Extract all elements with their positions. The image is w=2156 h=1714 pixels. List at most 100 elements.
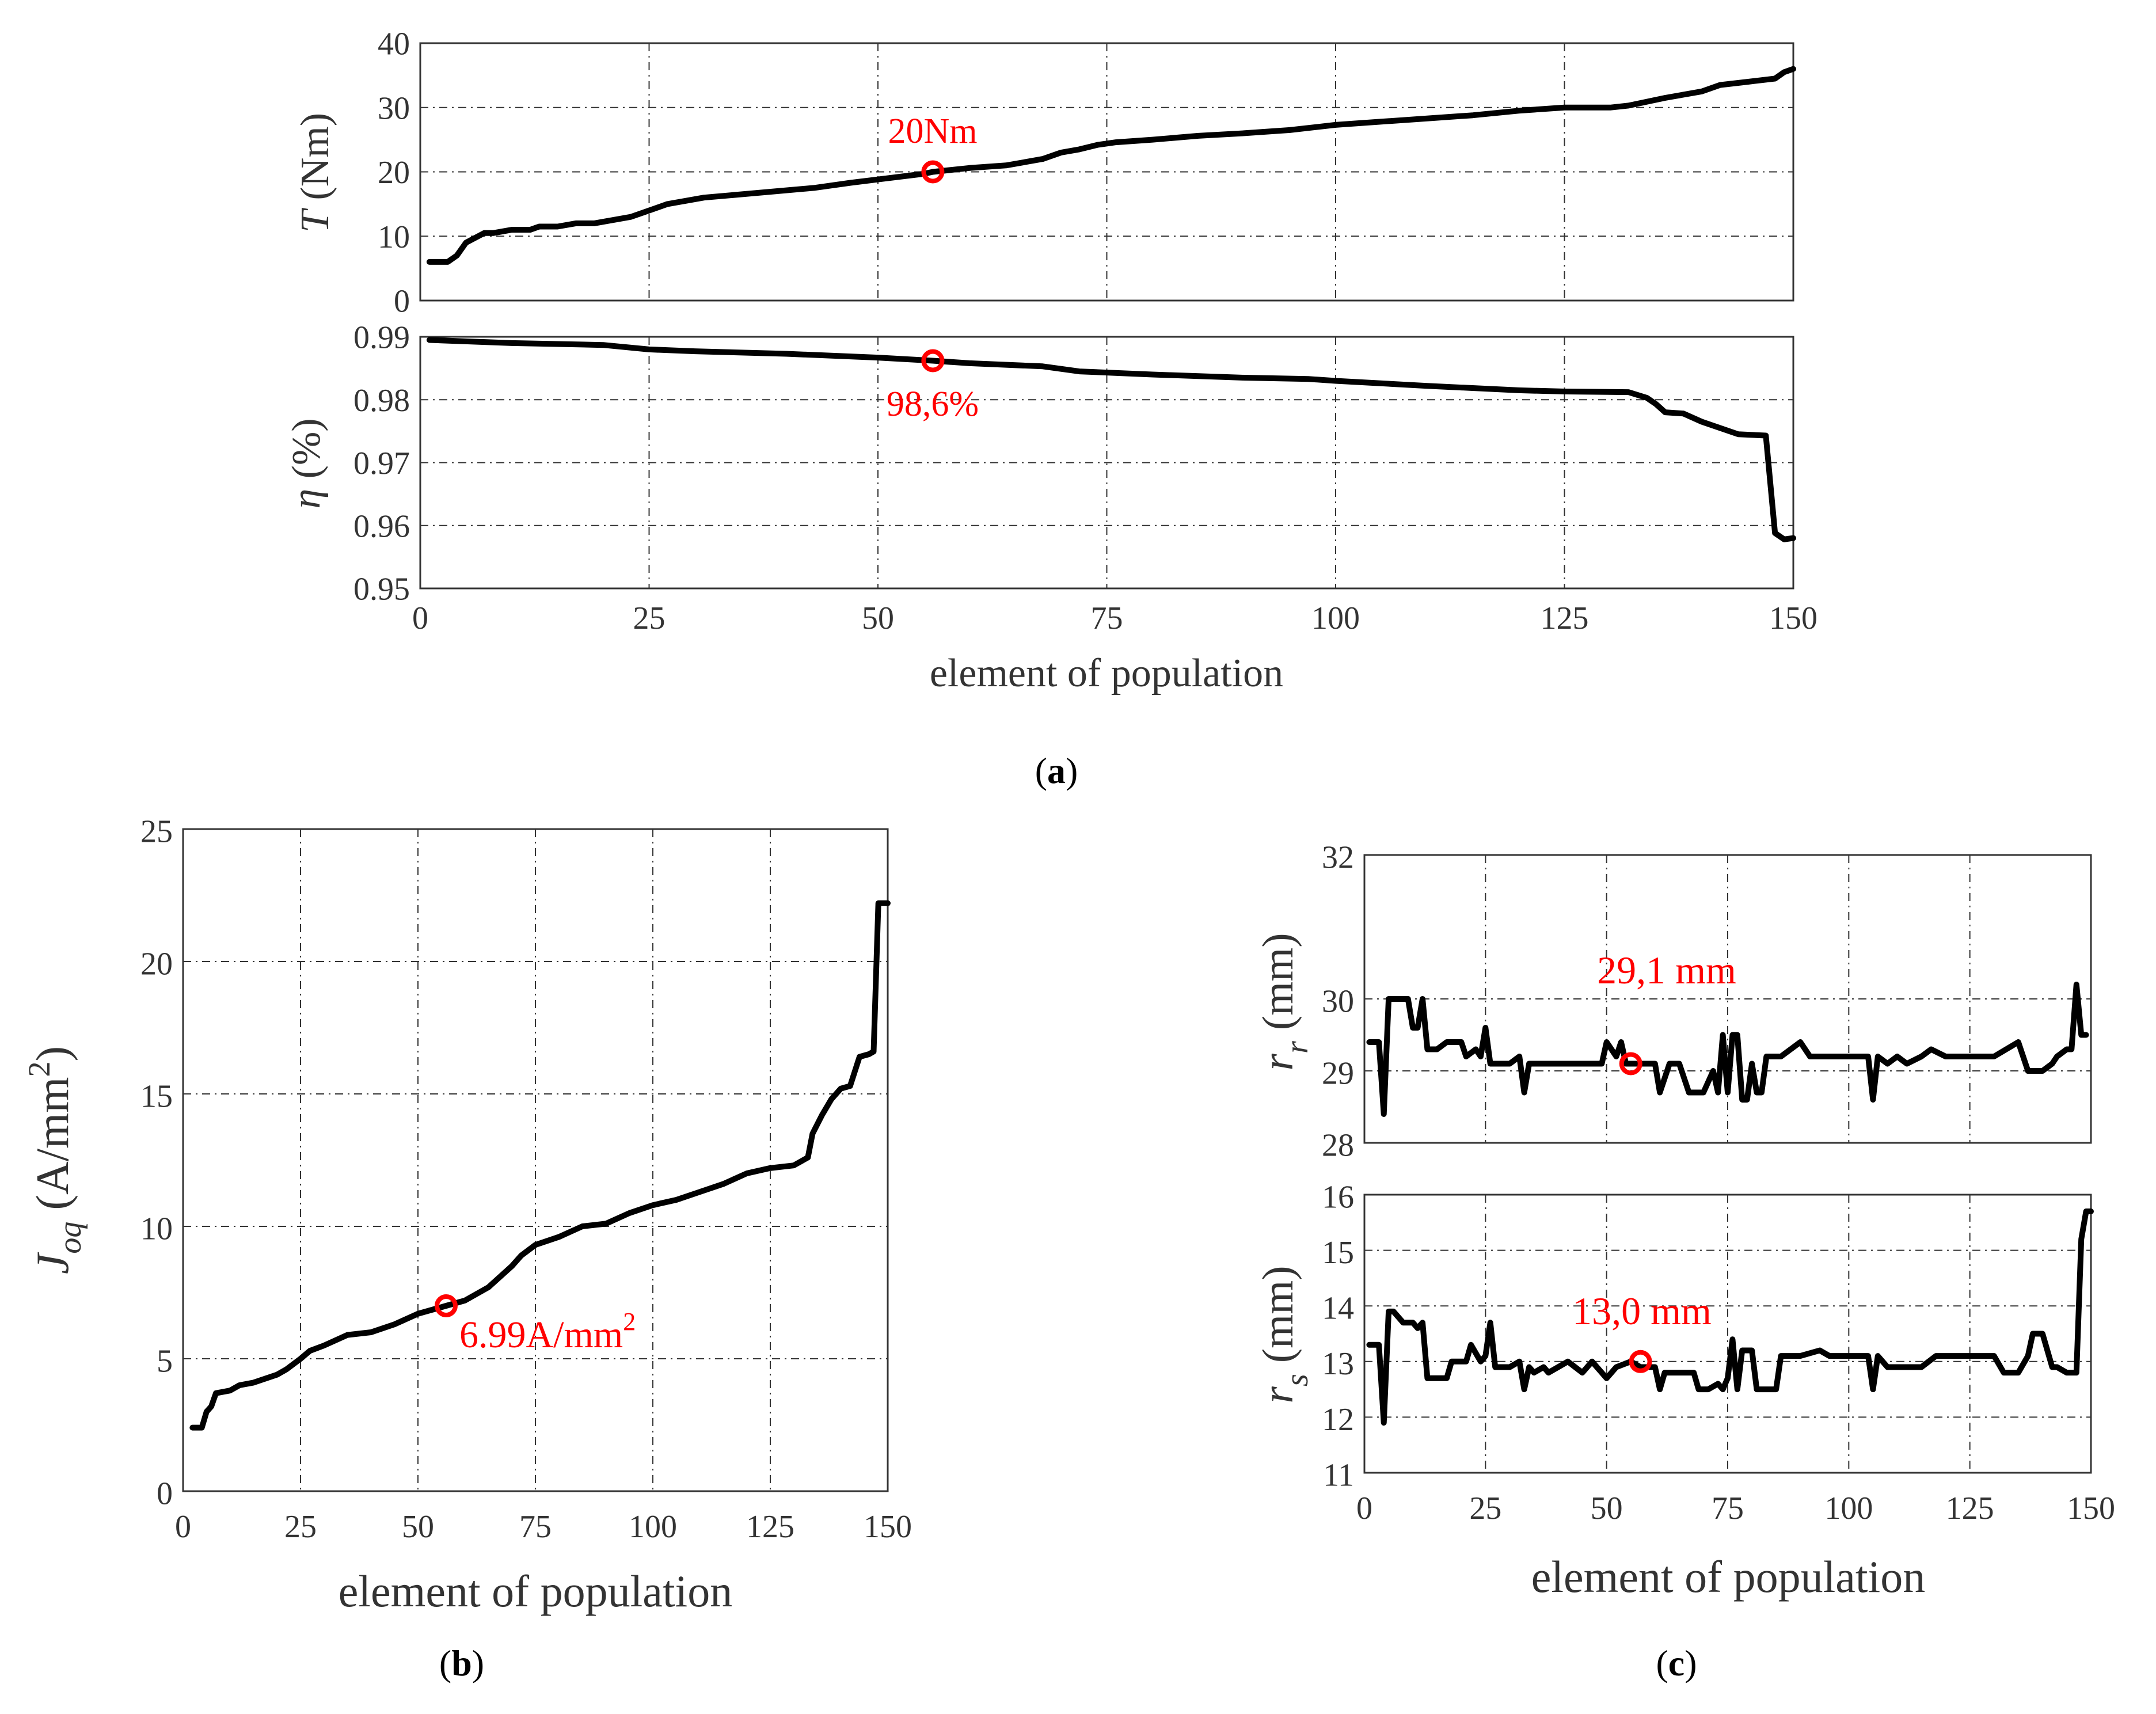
rotor-radius-y-label-sub: r [1279,1041,1315,1054]
torque-axes-box [419,42,1794,302]
panel-label-b: (b) [439,1643,484,1683]
stator_radius-highlight-marker [1629,1350,1652,1373]
current_density-xtick-label: 125 [746,1509,794,1545]
panel-label-b-letter: b [451,1643,472,1683]
current_density-xtick-label: 100 [629,1509,677,1545]
current_density-highlight-marker [434,1294,458,1317]
efficiency-x-label: element of population [930,651,1283,696]
current-density-y-label-unit: (A/mm [28,1077,78,1222]
torque-ytick-label: 20 [378,155,410,191]
stator_radius-ytick-label: 12 [1322,1402,1354,1438]
rotor_radius-axes-box [1363,854,2092,1144]
stator_radius-xtick-label: 0 [1356,1491,1372,1526]
current-density-annotation-value: 6.99A/mm [459,1314,623,1356]
torque-y-label-symbol: T [293,207,337,233]
efficiency-xtick-label: 25 [633,601,666,636]
stator_radius-xtick-label: 150 [2067,1491,2115,1526]
rotor-radius-annotation: 29,1 mm [1597,948,1736,992]
rotor-radius-y-label: rr (mm) [1254,933,1315,1070]
efficiency-axes-box [419,336,1794,590]
current-density-y-label-close: ) [28,1046,78,1062]
current_density-axes-box [182,828,889,1492]
stator_radius-ytick-label: 14 [1322,1291,1354,1327]
rotor_radius-ytick-label: 28 [1322,1127,1354,1163]
torque-y-label-unit: (Nm) [293,113,337,210]
efficiency-y-label-symbol: η [284,489,329,509]
efficiency-xtick-label: 100 [1311,601,1360,636]
rotor-radius-y-label-symbol: r [1254,1054,1302,1071]
torque-ytick-label: 30 [378,90,410,126]
stator-radius-x-label: element of population [1531,1552,1925,1602]
stator_radius-ytick-label: 13 [1322,1346,1354,1382]
rotor_radius-highlight-marker [1619,1052,1642,1075]
efficiency-ytick-label: 0.97 [353,446,410,481]
efficiency-xtick-label: 150 [1769,601,1817,636]
current_density-ytick-label: 0 [157,1476,173,1511]
panel-label-c-letter: c [1668,1643,1685,1683]
current_density-xtick-label: 50 [402,1509,434,1545]
stator-radius-y-label-symbol: r [1254,1386,1302,1404]
efficiency-ytick-label: 0.95 [353,572,410,607]
torque-highlight-marker [921,160,945,184]
panel-label-c: (c) [1656,1643,1697,1683]
current_density-ytick-label: 5 [157,1343,173,1379]
rotor-radius-chart: 28 29 30 32 [1322,839,2092,1163]
efficiency-chart: 0.95 0.96 0.97 0.98 0.99 0 25 50 75 100 125 150 [353,320,1817,636]
efficiency-xtick-label: 125 [1541,601,1589,636]
stator_radius-xtick-label: 125 [1946,1491,1994,1526]
current-density-y-label-sub: oq [52,1222,88,1254]
stator-radius-chart: 11 12 13 14 15 16 0 25 50 75 100 125 150 [1322,1179,2115,1526]
current_density-xtick-label: 150 [864,1509,912,1545]
rotor_radius-series-line [1366,982,2089,1117]
stator-radius-y-label-unit: (mm) [1254,1265,1302,1374]
stator-radius-y-label-sub: s [1279,1374,1315,1386]
rotor_radius-ytick-label: 32 [1322,839,1354,875]
torque-annotation: 20Nm [888,112,978,151]
efficiency-y-label-unit: (%) [284,418,329,488]
efficiency-highlight-marker [921,349,945,373]
efficiency-ytick-label: 0.99 [353,320,410,356]
stator_radius-xtick-label: 50 [1591,1491,1623,1526]
current-density-y-label: Joq (A/mm2) [22,1046,88,1274]
current_density-ytick-label: 20 [140,946,173,982]
stator_radius-series-line [1366,1208,2094,1426]
current-density-y-label-sup: 2 [22,1062,56,1077]
torque-y-label: T (Nm) [293,113,337,233]
current-density-x-label: element of population [339,1566,732,1616]
panel-label-a: (a) [1035,750,1078,791]
current-density-annotation: 6.99A/mm2 [459,1308,636,1356]
stator_radius-ytick-label: 16 [1322,1179,1354,1215]
current_density-series-line [189,900,891,1431]
torque-ytick-label: 0 [394,284,410,320]
efficiency-series-line [426,337,1796,542]
current_density-xtick-label: 75 [519,1509,552,1545]
stator-radius-y-label: rs (mm) [1254,1265,1315,1403]
current_density-ytick-label: 25 [140,814,173,849]
torque-ytick-label: 10 [378,219,410,255]
efficiency-ytick-label: 0.96 [353,508,410,544]
stator_radius-xtick-label: 75 [1712,1491,1744,1526]
current_density-ytick-label: 10 [140,1211,173,1246]
stator_radius-axes-box [1363,1194,2092,1474]
current_density-ytick-label: 15 [140,1078,173,1114]
stator-radius-annotation: 13,0 mm [1572,1289,1712,1333]
rotor_radius-ytick-label: 30 [1322,983,1354,1019]
current-density-chart: 0 5 10 15 20 25 0 25 50 75 100 125 150 [140,814,912,1545]
stator_radius-ytick-label: 11 [1323,1457,1354,1493]
torque-chart: 0 10 20 30 40 [378,26,1796,320]
efficiency-y-label: η (%) [284,418,329,508]
rotor-radius-y-label-unit: (mm) [1254,933,1302,1041]
stator_radius-xtick-label: 25 [1469,1491,1501,1526]
efficiency-annotation: 98,6% [887,385,979,424]
current-density-y-label-symbol: J [28,1252,78,1274]
rotor_radius-ytick-label: 29 [1322,1055,1354,1091]
efficiency-ytick-label: 0.98 [353,383,410,419]
efficiency-xtick-label: 50 [862,601,894,636]
efficiency-xtick-label: 0 [412,601,428,636]
current-density-annotation-sup: 2 [623,1308,636,1336]
torque-series-line [426,66,1796,265]
torque-ytick-label: 40 [378,26,410,62]
panel-label-a-letter: a [1047,750,1066,791]
stator_radius-ytick-label: 15 [1322,1235,1354,1271]
